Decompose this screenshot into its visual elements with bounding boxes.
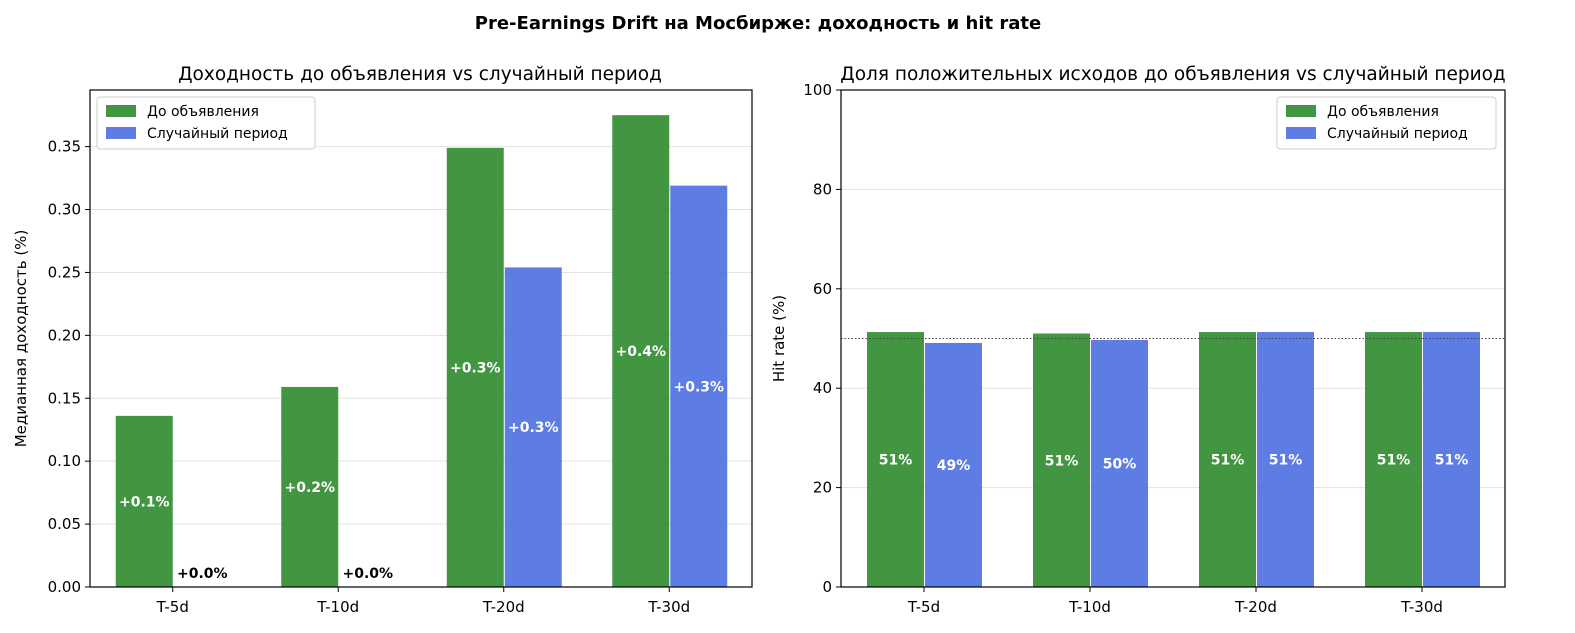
bar-pre-t-30d [1365,332,1422,587]
bar-pre-t-10d [281,386,339,587]
legend-swatch [1286,105,1316,117]
legend-label: Случайный период [1327,126,1468,142]
data-label: +0.3% [450,360,501,376]
data-label: +0.0% [342,566,393,582]
x-tick-label: T-30d [1400,598,1443,616]
legend-box [1276,96,1497,150]
chart-title: Доходность до объявления vs случайный пе… [178,64,662,85]
legend-swatch [106,105,136,117]
chart-title: Доля положительных исходов до объявления… [840,64,1505,85]
bar-random-t-30d [670,185,728,588]
y-tick-label: 0.10 [48,452,81,470]
y-tick-label: 0.00 [48,578,81,596]
bar-pre-t-20d [1199,332,1256,587]
x-tick-label: T-20d [1234,598,1277,616]
data-label: +0.2% [284,480,335,496]
legend-label: До объявления [1327,104,1439,120]
data-label: 51% [1377,453,1411,469]
y-tick-label: 0 [822,578,832,596]
y-tick-label: 0.25 [48,263,81,281]
y-tick-label: 0.35 [48,138,81,156]
y-tick-label: 80 [813,180,832,198]
plot-frame [89,89,753,588]
bar-random-t-20d [504,267,562,587]
x-tick-label: T-20d [482,598,525,616]
data-label: 51% [1435,453,1469,469]
bar-pre-t-5d [115,415,173,587]
legend-label: До объявления [147,104,259,120]
data-label: +0.0% [177,566,228,582]
bar-random-t-5d [925,342,982,587]
x-tick-label: T-30d [647,598,690,616]
legend-label: Случайный период [147,126,288,142]
bar-pre-t-5d [867,332,924,587]
bar-pre-t-10d [1033,333,1090,587]
y-tick-label: 0.05 [48,515,81,533]
data-label: 49% [937,458,971,474]
data-label: +0.3% [508,420,559,436]
x-tick-label: T-5d [156,598,189,616]
data-label: 51% [1045,453,1079,469]
bar-random-t-20d [1257,332,1314,587]
bar-random-t-30d [1423,332,1480,587]
x-tick-label: T-10d [316,598,359,616]
data-label: +0.1% [119,494,170,510]
data-label: 51% [879,453,913,469]
returns-chart: +0.1% +0.2% +0.3% +0.4% +0.0% +0.0% +0.3% +0.3%… [12,64,753,616]
bar-pre-t-20d [446,147,504,587]
bar-pre-t-30d [612,115,670,588]
figure-title: Pre-Earnings Drift на Мосбирже: доходнос… [475,13,1041,34]
y-tick-label: 0.15 [48,389,81,407]
legend: До объявления Случайный период [1276,96,1497,150]
legend: До объявления Случайный период [96,96,316,150]
legend-box [96,96,316,150]
legend-swatch [1286,127,1316,139]
hit-rate-chart: 51% 51% 51% 51% 49% 50% 51% 51% 0 20 40 60 80 100 T-5d… [770,64,1506,616]
y-axis-label: Медианная доходность (%) [12,230,30,448]
data-label: 51% [1211,453,1245,469]
bar-random-t-10d [1091,339,1148,587]
legend-swatch [106,127,136,139]
y-tick-label: 60 [813,280,832,298]
y-tick-label: 100 [803,81,832,99]
plot-frame [840,89,1506,588]
x-tick-label: T-5d [907,598,940,616]
y-axis-label: Hit rate (%) [770,295,788,382]
y-tick-label: 0.30 [48,201,81,219]
data-label: 51% [1269,453,1303,469]
data-label: +0.3% [673,379,724,395]
x-tick-label: T-10d [1068,598,1111,616]
y-tick-label: 0.20 [48,326,81,344]
data-label: +0.4% [615,344,666,360]
data-label: 50% [1103,456,1137,472]
y-tick-label: 40 [813,379,832,397]
y-tick-label: 20 [813,479,832,497]
